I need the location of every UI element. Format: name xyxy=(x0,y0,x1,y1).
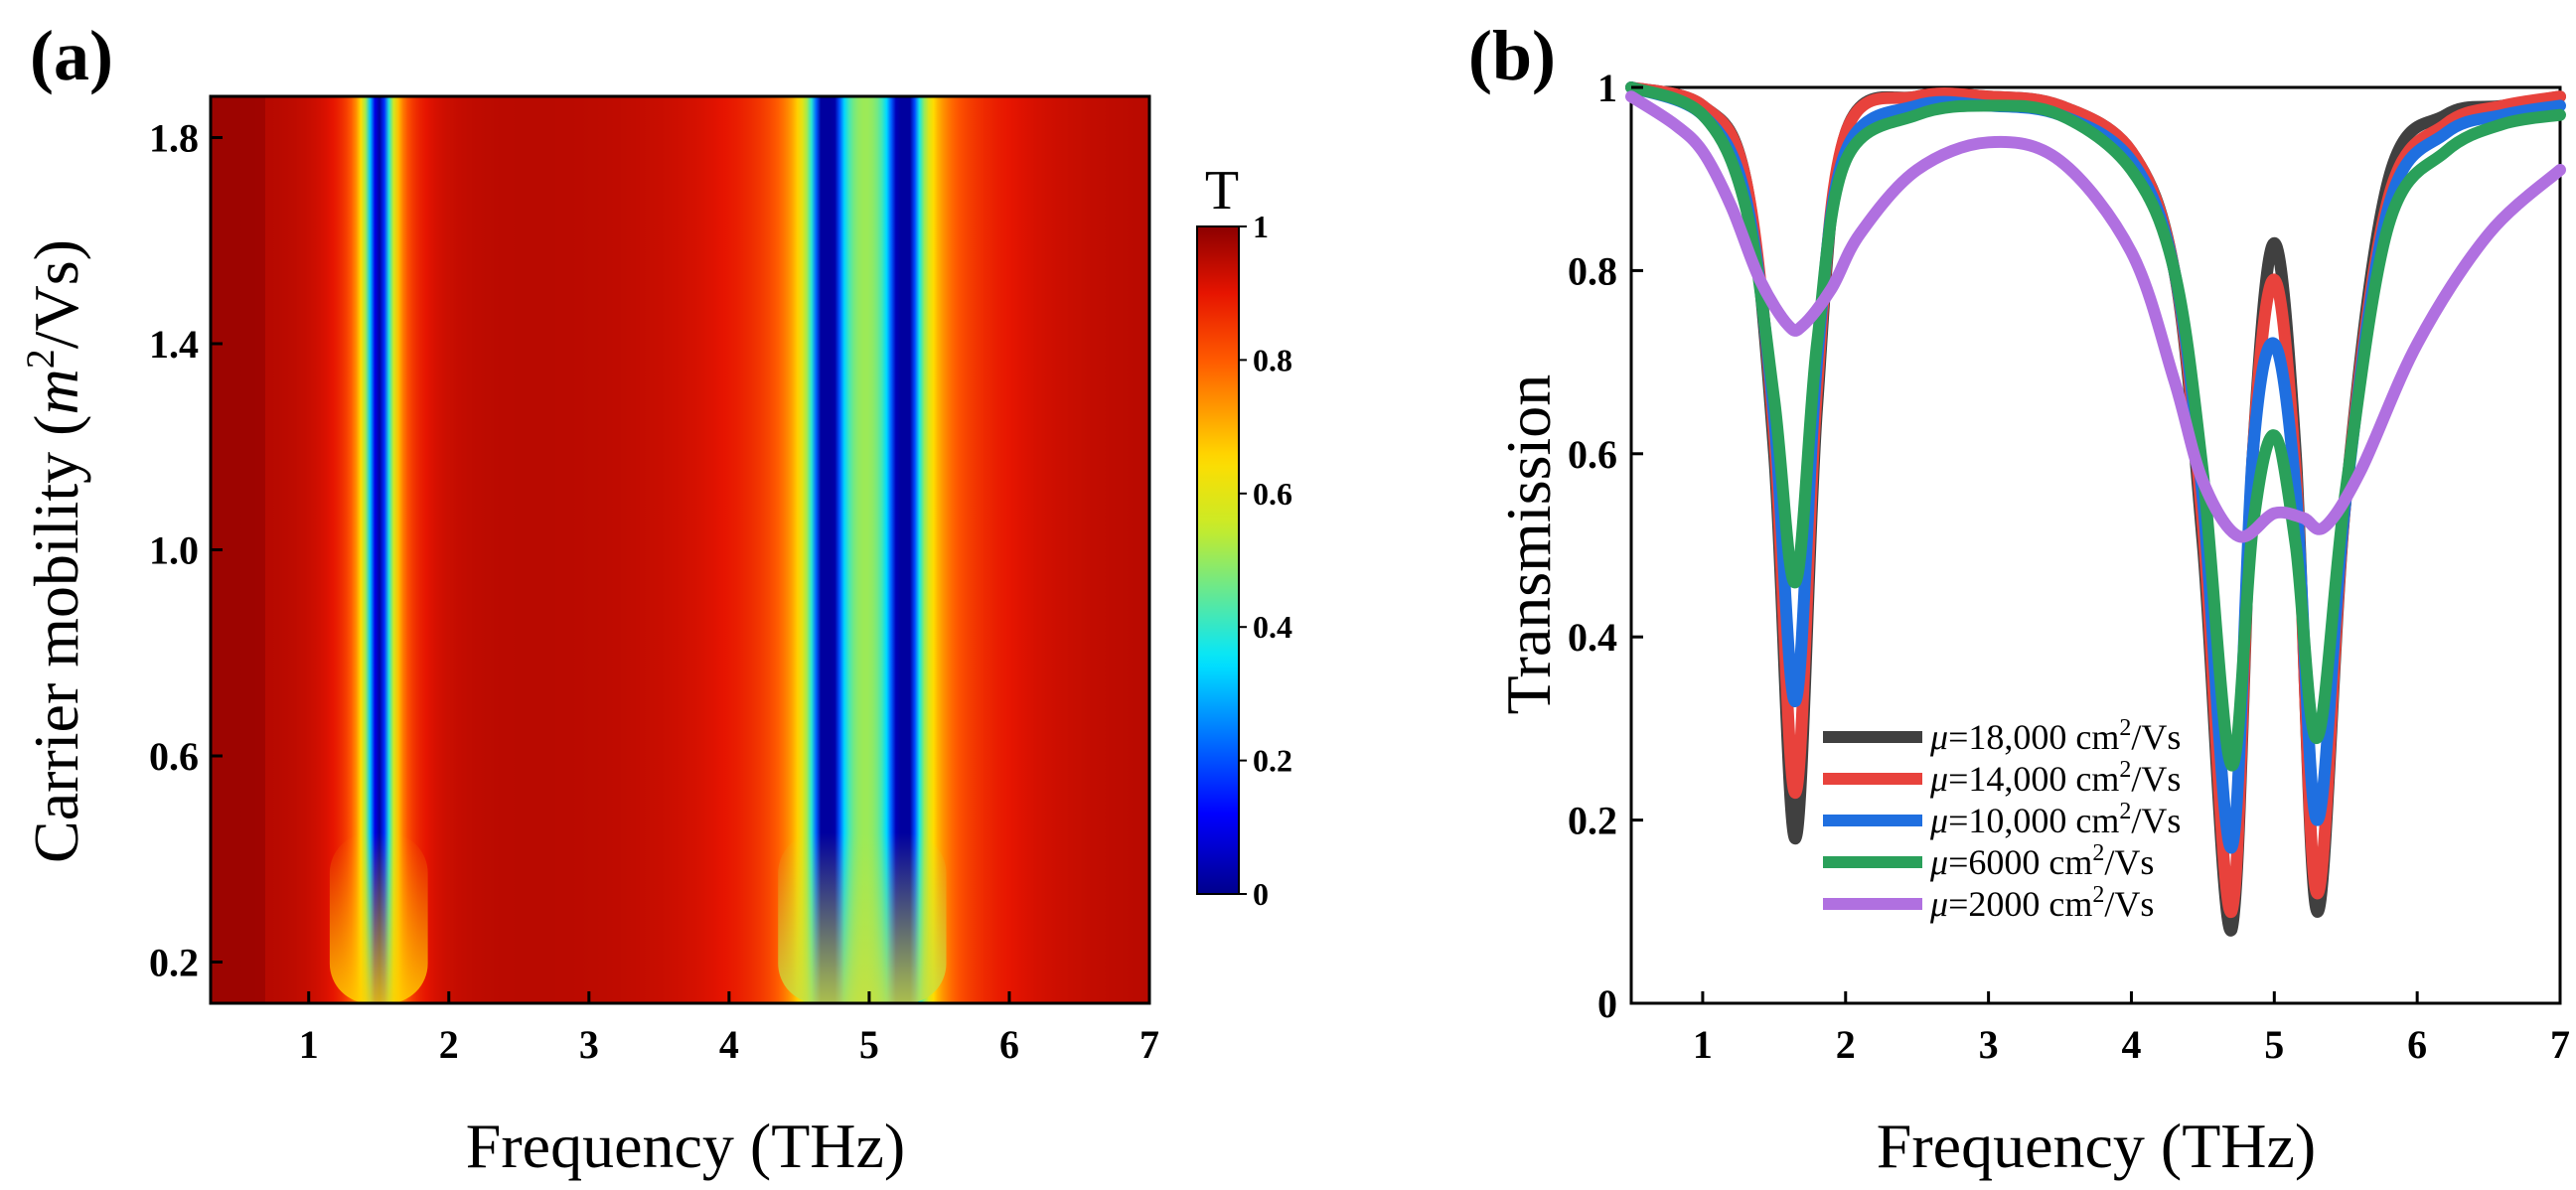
legend-label: μ=10,000 cm2/Vs xyxy=(1929,799,2181,840)
heatmap-low-mobility-band xyxy=(778,832,947,1003)
legend-value: =14,000 cm xyxy=(1948,759,2119,799)
legend-sup: 2 xyxy=(2092,840,2104,866)
legend-sup: 2 xyxy=(2119,799,2131,824)
series-line-4 xyxy=(1625,90,2566,543)
panel-b: (b) 1 2 3 4 5 6 7 0 0.2 0.4 0.6 0.8 1 Frequency (TH… xyxy=(1468,16,2570,1181)
legend-unit: /Vs xyxy=(2131,717,2181,757)
x-tick-label: 2 xyxy=(439,1022,459,1067)
legend-sup: 2 xyxy=(2119,757,2131,783)
colorbar-tick-label: 0 xyxy=(1253,876,1269,912)
y-tick-label: 1 xyxy=(1597,66,1617,110)
legend-mu: μ xyxy=(1929,759,1948,799)
panel-b-label: (b) xyxy=(1468,16,1556,95)
y-label-m: m xyxy=(21,369,91,414)
panel-a-x-axis-label: Frequency (THz) xyxy=(466,1111,905,1181)
legend-unit: /Vs xyxy=(2104,842,2154,882)
y-label-sup: 2 xyxy=(18,349,63,369)
legend-mu: μ xyxy=(1929,717,1948,757)
x-tick-label: 5 xyxy=(2264,1022,2284,1067)
legend-value: =18,000 cm xyxy=(1948,717,2119,757)
legend-mu: μ xyxy=(1929,884,1948,924)
x-tick-label: 4 xyxy=(2121,1022,2141,1067)
x-tick-label: 7 xyxy=(1139,1022,1159,1067)
panel-b-y-ticks: 0 0.2 0.4 0.6 0.8 1 xyxy=(1568,66,1643,1026)
y-tick-label: 0.2 xyxy=(1568,799,1617,843)
legend-value: =6000 cm xyxy=(1948,842,2092,882)
x-tick-label: 3 xyxy=(1979,1022,1999,1067)
y-tick-label: 1.0 xyxy=(149,528,199,573)
panel-a-label: (a) xyxy=(30,16,113,95)
y-tick-label: 0.8 xyxy=(1568,248,1617,293)
panel-a-y-ticks: 0.2 0.6 1.0 1.4 1.8 xyxy=(149,116,223,985)
colorbar-tick-label: 0.2 xyxy=(1253,743,1292,779)
legend: μ=18,000 cm2/Vsμ=14,000 cm2/Vsμ=10,000 c… xyxy=(1823,715,2181,924)
legend-label: μ=6000 cm2/Vs xyxy=(1929,840,2154,882)
legend-mu: μ xyxy=(1929,842,1948,882)
heatmap xyxy=(209,94,1151,1005)
legend-label: μ=14,000 cm2/Vs xyxy=(1929,757,2181,799)
y-tick-label: 0 xyxy=(1597,981,1617,1026)
x-tick-label: 7 xyxy=(2550,1022,2570,1067)
colorbar-tick-label: 0.6 xyxy=(1253,476,1292,512)
legend-sup: 2 xyxy=(2092,882,2104,908)
heatmap-low-mobility-band xyxy=(329,832,428,1003)
y-tick-label: 0.4 xyxy=(1568,615,1617,660)
legend-label: μ=18,000 cm2/Vs xyxy=(1929,715,2181,757)
y-tick-label: 1.4 xyxy=(149,322,199,367)
colorbar: T 0 0.2 0.4 0.6 0.8 1 xyxy=(1196,160,1292,912)
y-tick-label: 0.6 xyxy=(1568,432,1617,477)
x-tick-label: 6 xyxy=(2407,1022,2427,1067)
x-tick-label: 1 xyxy=(299,1022,319,1067)
panel-b-x-axis-label: Frequency (THz) xyxy=(1877,1111,2316,1181)
panel-b-series xyxy=(1625,81,2566,937)
colorbar-title: T xyxy=(1205,160,1239,222)
legend-unit: /Vs xyxy=(2131,759,2181,799)
y-tick-label: 0.2 xyxy=(149,941,199,985)
y-tick-label: 1.8 xyxy=(149,116,199,161)
legend-value: =10,000 cm xyxy=(1948,801,2119,840)
panel-b-x-ticks: 1 2 3 4 5 6 7 xyxy=(1693,991,2570,1067)
panel-a: (a) 1 2 3 4 5 6 7 0.2 0.6 1.0 1.4 1.8 Frequency (T… xyxy=(18,16,1292,1181)
legend-unit: /Vs xyxy=(2131,801,2181,840)
colorbar-ticks: 0 0.2 0.4 0.6 0.8 1 xyxy=(1239,209,1292,912)
x-tick-label: 6 xyxy=(999,1022,1019,1067)
legend-mu: μ xyxy=(1929,801,1948,840)
panel-a-y-axis-label: Carrier mobility (m2/Vs) xyxy=(18,239,91,863)
x-tick-label: 4 xyxy=(719,1022,739,1067)
colorbar-scale xyxy=(1196,225,1240,895)
panel-a-x-ticks: 1 2 3 4 5 6 7 xyxy=(299,991,1159,1067)
colorbar-tick-label: 0.8 xyxy=(1253,342,1292,377)
colorbar-tick-label: 1 xyxy=(1253,209,1269,244)
legend-label: μ=2000 cm2/Vs xyxy=(1929,882,2154,924)
colorbar-tick-label: 0.4 xyxy=(1253,609,1292,645)
y-label-prefix: Carrier mobility ( xyxy=(21,415,91,863)
x-tick-label: 1 xyxy=(1693,1022,1713,1067)
panel-b-y-axis-label: Transmission xyxy=(1493,374,1564,715)
y-tick-label: 0.6 xyxy=(149,734,199,779)
x-tick-label: 2 xyxy=(1836,1022,1856,1067)
heatmap-overlays xyxy=(329,832,947,1003)
y-label-suffix: /Vs) xyxy=(21,239,91,349)
x-tick-label: 5 xyxy=(859,1022,879,1067)
legend-unit: /Vs xyxy=(2104,884,2154,924)
legend-sup: 2 xyxy=(2119,715,2131,741)
legend-value: =2000 cm xyxy=(1948,884,2092,924)
x-tick-label: 3 xyxy=(579,1022,599,1067)
